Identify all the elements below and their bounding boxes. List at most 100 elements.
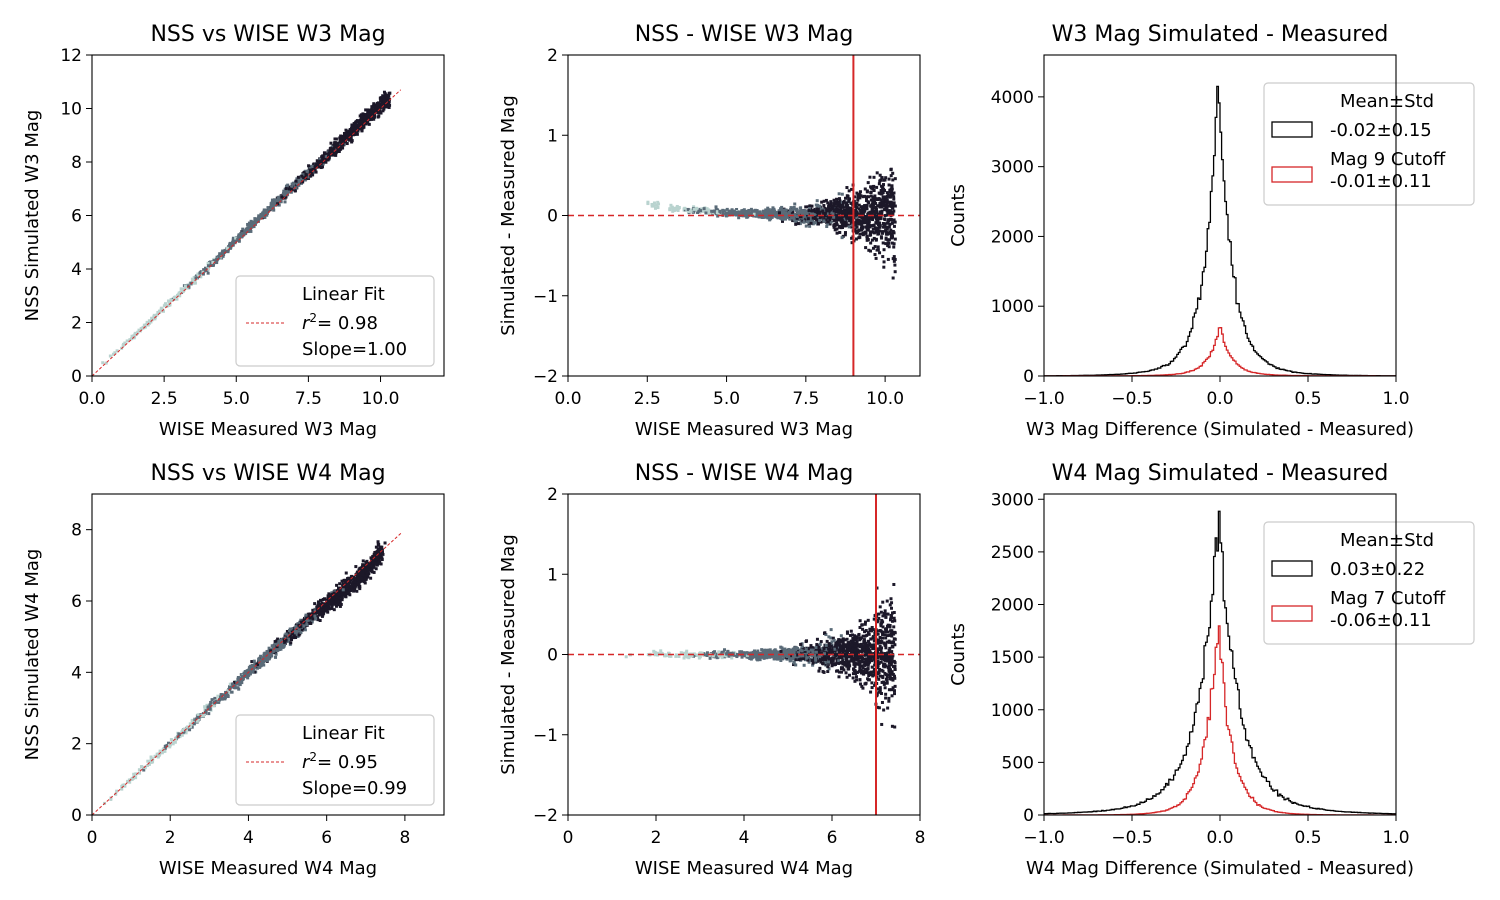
density-point	[249, 224, 253, 228]
density-point	[882, 708, 886, 712]
density-point	[111, 352, 115, 356]
density-point	[819, 640, 823, 644]
density-point	[115, 789, 119, 793]
density-point	[292, 636, 296, 640]
density-point	[879, 188, 883, 192]
density-point	[804, 213, 808, 217]
density-point	[859, 642, 863, 646]
density-point	[173, 737, 177, 741]
x-tick-label: 8	[399, 828, 410, 848]
density-point	[271, 204, 275, 208]
y-axis-label: Simulated - Measured Mag	[498, 95, 519, 336]
density-point	[221, 254, 225, 258]
x-tick-label: 0.0	[1206, 389, 1233, 409]
density-point	[384, 100, 388, 104]
density-point	[867, 221, 871, 225]
density-point	[271, 207, 275, 211]
density-point	[231, 238, 235, 242]
density-point	[339, 147, 343, 151]
density-point	[877, 232, 881, 236]
legend-title: Linear Fit	[302, 284, 385, 305]
density-point	[227, 691, 231, 695]
density-point	[876, 220, 880, 224]
density-point	[812, 213, 816, 217]
density-point	[360, 129, 364, 133]
density-point	[766, 216, 770, 220]
density-point	[380, 103, 384, 107]
density-point	[259, 212, 263, 216]
density-point	[316, 603, 320, 607]
density-point	[888, 211, 892, 215]
density-point	[267, 646, 271, 650]
density-point	[306, 176, 310, 180]
density-point	[357, 585, 361, 589]
density-point	[302, 176, 306, 180]
density-point	[792, 663, 796, 667]
density-point	[128, 338, 132, 342]
density-point	[807, 207, 811, 211]
density-points	[568, 55, 920, 376]
density-point	[799, 215, 803, 219]
density-point	[250, 663, 254, 667]
density-point	[841, 201, 845, 205]
density-point	[697, 209, 701, 213]
density-point	[361, 126, 365, 130]
density-point	[303, 627, 307, 631]
density-point	[741, 212, 745, 216]
density-point	[747, 212, 751, 216]
density-point	[127, 778, 131, 782]
density-point	[889, 167, 893, 171]
density-point	[278, 646, 282, 650]
density-point	[385, 102, 389, 106]
density-point	[248, 227, 252, 231]
density-point	[809, 212, 813, 216]
density-point	[272, 645, 276, 649]
density-point	[865, 657, 869, 661]
density-point	[132, 772, 136, 776]
density-point	[237, 678, 241, 682]
density-point	[322, 158, 326, 162]
density-point	[310, 172, 314, 176]
density-point	[300, 628, 304, 632]
density-point	[231, 240, 235, 244]
density-point	[889, 677, 893, 681]
density-point	[793, 219, 797, 223]
density-point	[356, 129, 360, 133]
density-point	[327, 596, 331, 600]
density-point	[873, 663, 877, 667]
density-point	[378, 560, 382, 564]
density-point	[764, 210, 768, 214]
density-point	[338, 143, 342, 147]
density-point	[297, 633, 301, 637]
density-point	[283, 193, 287, 197]
density-point	[674, 654, 678, 658]
density-point	[361, 571, 365, 575]
density-point	[832, 225, 836, 229]
density-point	[832, 204, 836, 208]
density-point	[354, 565, 358, 569]
axes-frame	[91, 493, 445, 816]
density-point	[166, 741, 170, 745]
density-point	[180, 733, 184, 737]
density-point	[364, 575, 368, 579]
density-point	[286, 635, 290, 639]
density-point	[270, 644, 274, 648]
density-point	[374, 554, 378, 558]
density-point	[179, 287, 183, 291]
density-point	[839, 205, 843, 209]
density-point	[310, 164, 314, 168]
density-point	[254, 219, 258, 223]
density-point	[867, 248, 871, 252]
density-point	[219, 252, 223, 256]
density-point	[252, 225, 256, 229]
density-point	[295, 182, 299, 186]
density-point	[881, 241, 885, 245]
density-point	[288, 635, 292, 639]
density-point	[361, 573, 365, 577]
density-point	[843, 224, 847, 228]
density-point	[795, 216, 799, 220]
density-point	[367, 562, 371, 566]
density-point	[303, 178, 307, 182]
density-point	[818, 215, 822, 219]
